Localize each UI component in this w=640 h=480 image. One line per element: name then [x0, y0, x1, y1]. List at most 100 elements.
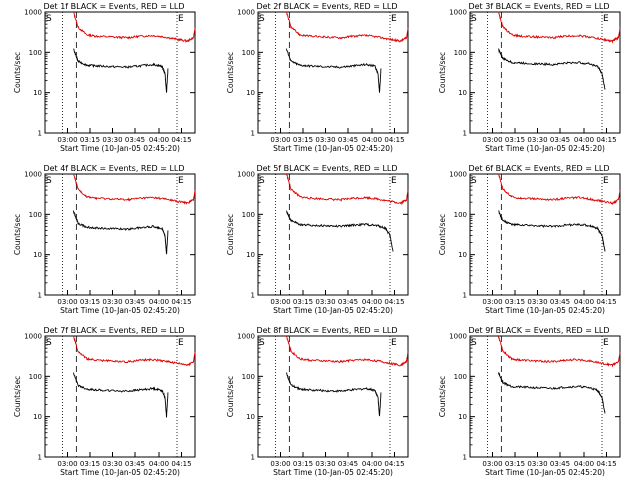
y-axis-label: Counts/sec [13, 376, 22, 417]
x-tick-label: 04:00 [362, 298, 382, 306]
x-tick-label: 04:00 [362, 136, 382, 144]
x-tick-label: 03:45 [125, 460, 145, 468]
y-axis-label: Counts/sec [13, 52, 22, 93]
x-tick-label: 03:00 [482, 136, 502, 144]
x-tick-label: 03:15 [505, 298, 525, 306]
x-tick-label: 03:30 [315, 460, 335, 468]
start-marker: S [471, 338, 477, 348]
chart-panel-9: Det 9f BLACK = Events, RED = LLD 1 10 100 10… [438, 326, 621, 477]
chart-panel-5: Det 5f BLACK = Events, RED = LLD 1 10 100 10… [226, 164, 409, 315]
y-axis-label: Counts/sec [13, 214, 22, 255]
y-axis-label: Counts/sec [226, 214, 235, 255]
x-tick-label: 03:45 [338, 298, 358, 306]
x-tick-label: 04:15 [171, 460, 191, 468]
x-axis-label: Start Time (10-Jan-05 02:45:20) [273, 306, 393, 315]
y-tick-label: 100 [29, 49, 42, 57]
plot-frame [257, 335, 409, 458]
chart-panel-8: Det 8f BLACK = Events, RED = LLD 1 10 100 10… [226, 326, 409, 477]
start-marker: S [259, 338, 265, 348]
chart-panel-7: Det 7f BLACK = Events, RED = LLD 1 10 100 10… [13, 326, 196, 477]
end-marker: E [603, 338, 609, 348]
series-line-lld [73, 335, 196, 367]
chart-title: Det 9f BLACK = Events, RED = LLD [468, 326, 609, 335]
plot-frame [257, 11, 409, 134]
end-marker: E [391, 176, 397, 186]
y-tick-label: 1 [463, 454, 467, 462]
x-tick-label: 03:00 [270, 460, 290, 468]
x-tick-label: 03:15 [505, 460, 525, 468]
x-tick-label: 04:15 [384, 298, 404, 306]
series-line-lld [73, 11, 196, 43]
x-tick-label: 04:15 [596, 136, 616, 144]
chart-panel-6: Det 6f BLACK = Events, RED = LLD 1 10 100 10… [438, 164, 621, 315]
start-marker: S [46, 176, 52, 186]
plot-frame [469, 335, 621, 458]
plot-frame [44, 11, 196, 134]
plot-frame [469, 173, 621, 296]
chart-title: Det 6f BLACK = Events, RED = LLD [468, 164, 609, 173]
y-tick-label: 1000 [449, 333, 467, 341]
y-tick-label: 1000 [24, 171, 42, 179]
x-tick-label: 03:30 [527, 136, 547, 144]
x-tick-label: 03:30 [527, 298, 547, 306]
x-tick-label: 04:00 [574, 298, 594, 306]
x-tick-label: 03:15 [293, 298, 313, 306]
x-tick-label: 03:15 [80, 460, 100, 468]
x-tick-label: 03:15 [80, 298, 100, 306]
end-marker: E [603, 14, 609, 24]
y-tick-label: 1000 [449, 171, 467, 179]
series-line-events [286, 48, 382, 93]
chart-panel-1: Det 1f BLACK = Events, RED = LLD 1 10 100 10… [13, 2, 196, 153]
y-tick-label: 10 [33, 89, 42, 97]
end-marker: E [178, 338, 184, 348]
end-marker: E [391, 14, 397, 24]
x-tick-label: 03:45 [550, 136, 570, 144]
y-tick-label: 1000 [237, 171, 255, 179]
x-tick-label: 03:15 [80, 136, 100, 144]
x-tick-label: 03:15 [505, 136, 525, 144]
x-tick-label: 04:15 [596, 298, 616, 306]
y-tick-label: 10 [246, 251, 255, 259]
end-marker: E [178, 176, 184, 186]
start-marker: S [259, 176, 265, 186]
plot-frame [44, 335, 196, 458]
x-tick-label: 03:15 [293, 460, 313, 468]
end-marker: E [603, 176, 609, 186]
x-tick-label: 04:15 [384, 136, 404, 144]
x-tick-label: 03:45 [550, 298, 570, 306]
chart-panel-4: Det 4f BLACK = Events, RED = LLD 1 10 100 10… [13, 164, 196, 315]
y-tick-label: 100 [29, 211, 42, 219]
x-tick-label: 04:15 [171, 298, 191, 306]
y-tick-label: 100 [454, 49, 467, 57]
chart-title: Det 1f BLACK = Events, RED = LLD [43, 2, 184, 11]
start-marker: S [259, 14, 265, 24]
x-tick-label: 04:00 [149, 298, 169, 306]
y-tick-label: 1 [38, 292, 42, 300]
series-line-events [286, 210, 394, 252]
x-tick-label: 03:00 [482, 298, 502, 306]
x-tick-label: 03:30 [315, 298, 335, 306]
y-tick-label: 1000 [24, 333, 42, 341]
chart-title: Det 7f BLACK = Events, RED = LLD [43, 326, 184, 335]
y-tick-label: 10 [33, 413, 42, 421]
x-tick-label: 03:00 [270, 298, 290, 306]
y-tick-label: 1 [463, 292, 467, 300]
x-tick-label: 03:45 [550, 460, 570, 468]
y-axis-label: Counts/sec [226, 52, 235, 93]
y-tick-label: 100 [29, 373, 42, 381]
y-tick-label: 10 [246, 89, 255, 97]
y-tick-label: 1 [251, 292, 255, 300]
series-line-lld [286, 173, 409, 206]
x-tick-label: 04:15 [596, 460, 616, 468]
x-axis-label: Start Time (10-Jan-05 02:45:20) [485, 306, 605, 315]
x-tick-label: 04:00 [362, 460, 382, 468]
plot-frame [469, 11, 621, 134]
end-marker: E [391, 338, 397, 348]
y-tick-label: 1 [463, 130, 467, 138]
x-axis-label: Start Time (10-Jan-05 02:45:20) [485, 468, 605, 477]
x-axis-label: Start Time (10-Jan-05 02:45:20) [273, 468, 393, 477]
y-tick-label: 1 [38, 454, 42, 462]
x-tick-label: 03:30 [315, 136, 335, 144]
x-tick-label: 03:45 [125, 136, 145, 144]
chart-title: Det 8f BLACK = Events, RED = LLD [256, 326, 397, 335]
